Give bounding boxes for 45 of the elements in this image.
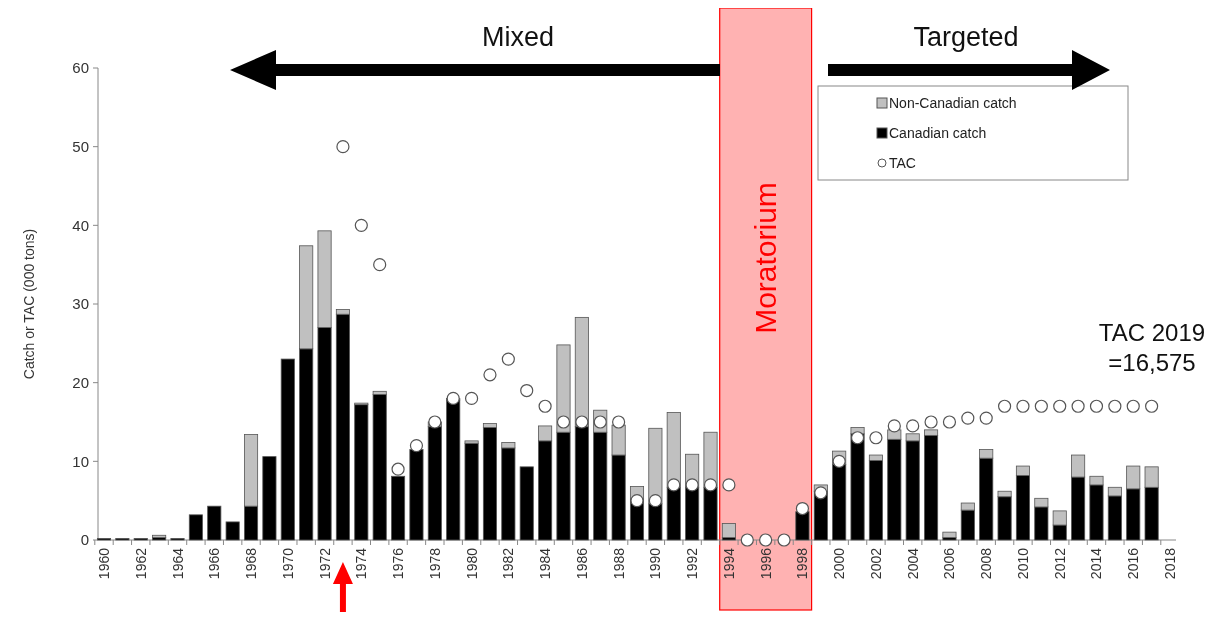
text: Mixed <box>481 22 555 52</box>
x-tick-label: 1960 <box>96 547 112 580</box>
x-tick-label: 1998 <box>794 547 811 580</box>
y-tick-label: 0 <box>80 531 89 549</box>
x-tick-label: 1990 <box>647 547 664 580</box>
y-axis-title: Catch or TAC (000 tons) <box>21 228 37 380</box>
y-tick-label: 30 <box>72 295 89 313</box>
x-tick-label: 1968 <box>243 547 260 580</box>
x-tick-label: 2014 <box>1088 547 1105 580</box>
annotation: TAC 2019 =16,575 <box>1098 319 1206 376</box>
x-tick-label: 1962 <box>132 547 149 580</box>
x-tick-label: 2002 <box>867 547 884 580</box>
y-tick-label: 10 <box>72 452 89 470</box>
x-tick-label: 1982 <box>500 547 517 580</box>
legend-label: Canadian catch <box>889 124 987 141</box>
x-tick-label: 2004 <box>904 547 921 580</box>
x-tick-label: 1972 <box>316 547 333 580</box>
x-tick-label: 1988 <box>610 547 627 580</box>
x-tick-label: 1974 <box>353 547 370 580</box>
x-tick-label: 2016 <box>1125 547 1142 580</box>
x-tick-label: 1992 <box>684 547 701 580</box>
x-tick-label: 1970 <box>279 547 296 580</box>
y-tick-label: 50 <box>72 137 89 155</box>
x-tick-label: 2018 <box>1162 547 1178 580</box>
legend-label: Non-Canadian catch <box>889 94 1017 111</box>
x-tick-label: 1996 <box>757 547 774 580</box>
x-tick-label: 2008 <box>978 547 995 580</box>
band-label: Moratorium <box>748 182 782 334</box>
x-tick-label: 1994 <box>720 547 737 580</box>
x-tick-label: 2010 <box>1014 547 1031 580</box>
x-tick-label: 1980 <box>463 547 480 580</box>
x-tick-label: 1966 <box>206 547 223 580</box>
x-tick-label: 1964 <box>169 547 186 580</box>
x-tick-label: 1976 <box>390 547 407 580</box>
x-tick-label: 1978 <box>426 547 443 580</box>
x-tick-label: 2006 <box>941 547 958 580</box>
legend-label: TAC <box>889 154 916 171</box>
y-tick-label: 60 <box>72 59 89 77</box>
text: Targeted <box>913 22 1019 52</box>
y-tick-label: 20 <box>72 373 89 391</box>
x-tick-label: 1984 <box>537 547 554 580</box>
x-tick-label: 2000 <box>831 547 848 580</box>
y-tick-label: 40 <box>72 216 89 234</box>
x-tick-label: 1986 <box>573 547 590 580</box>
x-tick-label: 2012 <box>1051 547 1068 580</box>
